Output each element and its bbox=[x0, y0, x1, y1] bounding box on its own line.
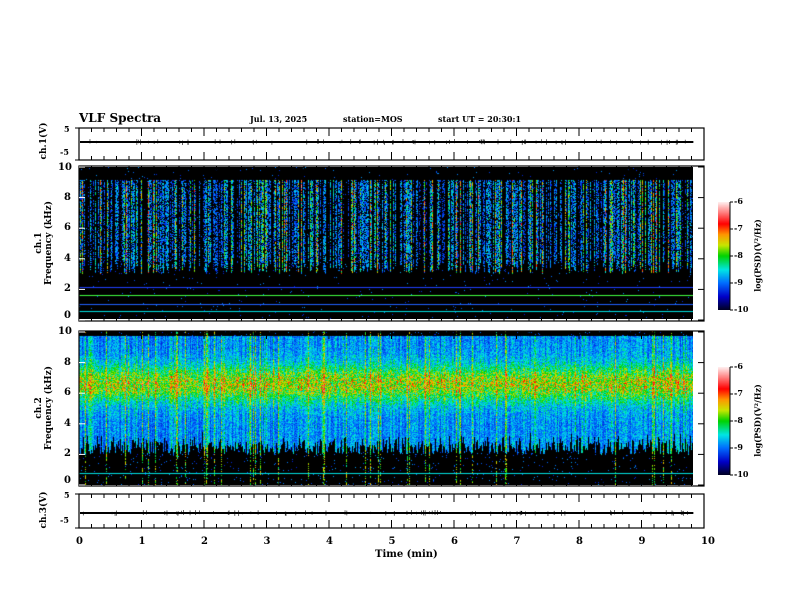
x-tick-label: 6 bbox=[451, 537, 458, 547]
ch3-waveform-ylabel: ch.3(V) bbox=[39, 480, 49, 540]
ch1-waveform-ylabel: ch.1(V) bbox=[39, 111, 49, 171]
colorbar-1-label: log(PSD)(V²/Hz) bbox=[754, 211, 763, 301]
y-tick-label: -5 bbox=[60, 148, 69, 157]
colorbar-tick-label: -6 bbox=[734, 362, 743, 371]
colorbar-tick-label: -9 bbox=[734, 278, 743, 287]
y-tick-label: 10 bbox=[58, 327, 72, 337]
colorbar-tick-label: -10 bbox=[734, 470, 748, 479]
panel-frame bbox=[79, 331, 704, 486]
x-tick-label: 8 bbox=[576, 537, 583, 547]
x-tick-label: 9 bbox=[639, 537, 646, 547]
y-tick-label: -5 bbox=[60, 516, 69, 525]
y-tick-label: 4 bbox=[64, 254, 71, 264]
y-tick-label: 6 bbox=[64, 388, 71, 398]
y-tick-label: 5 bbox=[64, 491, 70, 500]
x-tick-label: 2 bbox=[201, 537, 208, 547]
x-tick-label: 4 bbox=[326, 537, 333, 547]
ch1-spectrogram-ylabel: ch.1 Frequency (kHz) bbox=[34, 183, 54, 303]
y-tick-label: 0 bbox=[64, 476, 71, 486]
y-tick-label: 8 bbox=[64, 193, 71, 203]
x-tick-label: 0 bbox=[76, 537, 83, 547]
colorbar-tick-label: -8 bbox=[734, 251, 743, 260]
colorbar-2-label: log(PSD)(V²/Hz) bbox=[754, 376, 763, 466]
y-tick-label: 2 bbox=[64, 284, 71, 294]
y-tick-label: 4 bbox=[64, 419, 71, 429]
x-tick-label: 1 bbox=[139, 537, 146, 547]
axes-layer bbox=[0, 0, 792, 612]
colorbar-tick-label: -7 bbox=[734, 224, 743, 233]
frequency-label: Frequency (kHz) bbox=[44, 366, 54, 450]
x-tick-label: 3 bbox=[264, 537, 271, 547]
colorbar-tick-label: -9 bbox=[734, 443, 743, 452]
y-tick-label: 10 bbox=[58, 163, 72, 173]
y-tick-label: 5 bbox=[64, 125, 70, 134]
panel-frame bbox=[79, 166, 704, 321]
y-tick-label: 6 bbox=[64, 223, 71, 233]
ch2-spectrogram-ylabel: ch.2 Frequency (kHz) bbox=[34, 348, 54, 468]
colorbar-tick-label: -10 bbox=[734, 305, 748, 314]
y-tick-label: 0 bbox=[64, 311, 71, 321]
ch2-label: ch.2 bbox=[34, 397, 44, 418]
colorbar-tick-label: -8 bbox=[734, 416, 743, 425]
x-tick-label: 7 bbox=[514, 537, 521, 547]
y-tick-label: 2 bbox=[64, 449, 71, 459]
x-axis-label: Time (min) bbox=[375, 550, 438, 560]
colorbar-tick-label: -7 bbox=[734, 389, 743, 398]
x-tick-label: 10 bbox=[701, 537, 715, 547]
ch1-label: ch.1 bbox=[34, 232, 44, 253]
vlf-spectra-figure: VLF Spectra Jul. 13, 2025 station=MOS st… bbox=[0, 0, 792, 612]
frequency-label: Frequency (kHz) bbox=[44, 201, 54, 285]
colorbar-tick-label: -6 bbox=[734, 197, 743, 206]
x-tick-label: 5 bbox=[389, 537, 396, 547]
y-tick-label: 8 bbox=[64, 358, 71, 368]
